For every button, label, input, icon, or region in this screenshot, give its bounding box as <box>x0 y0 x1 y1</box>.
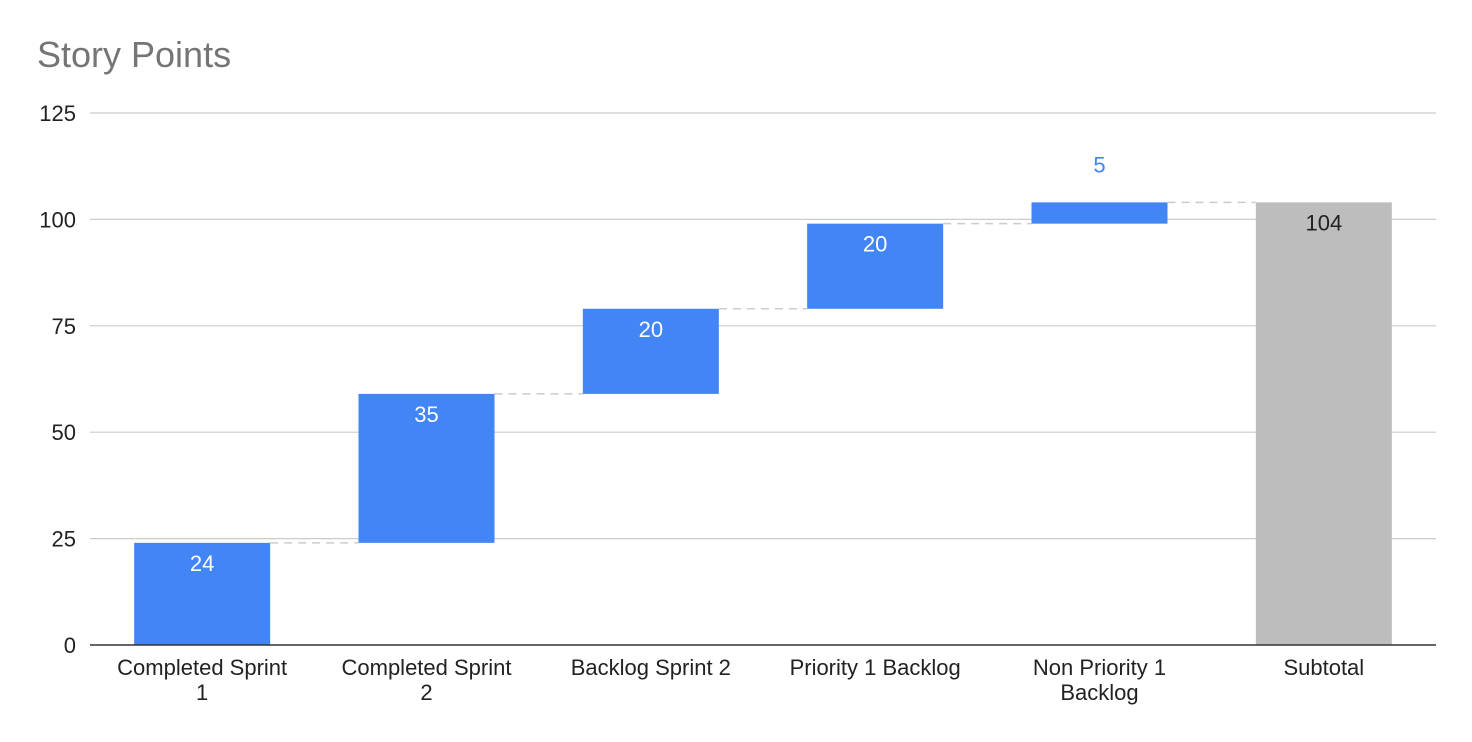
category-label: Priority 1 Backlog <box>790 655 961 680</box>
bars <box>134 202 1392 645</box>
category-label: Non Priority 1 Backlog <box>1033 655 1166 705</box>
data-label: 20 <box>863 232 887 257</box>
category-label: Completed Sprint 1 <box>117 655 287 705</box>
category-label-line: Completed Sprint <box>342 655 512 680</box>
y-axis-ticks: 0 25 50 75 100 125 <box>39 101 76 658</box>
category-label-line: Completed Sprint <box>117 655 287 680</box>
data-label: 24 <box>190 551 214 576</box>
gridlines <box>90 112 1436 540</box>
y-tick-label: 0 <box>64 633 76 658</box>
y-tick-label: 50 <box>52 420 76 445</box>
category-label-line: Backlog Sprint 2 <box>571 655 731 680</box>
y-tick-label: 75 <box>52 314 76 339</box>
category-label: Backlog Sprint 2 <box>571 655 731 680</box>
category-label-line: Non Priority 1 <box>1033 655 1166 680</box>
bar <box>1255 202 1392 645</box>
bar <box>134 542 271 645</box>
bar <box>807 223 944 309</box>
y-tick-label: 125 <box>39 101 76 126</box>
category-label-line: 1 <box>196 680 208 705</box>
data-labels: 24 35 20 20 5 104 <box>190 152 1342 575</box>
category-label-line: 2 <box>420 680 432 705</box>
bar <box>1031 202 1168 224</box>
category-label-line: Priority 1 Backlog <box>790 655 961 680</box>
y-tick-label: 100 <box>39 207 76 232</box>
data-label: 5 <box>1093 152 1105 177</box>
y-tick-label: 25 <box>52 527 76 552</box>
data-label: 20 <box>639 317 663 342</box>
category-label-line: Subtotal <box>1283 655 1364 680</box>
bar <box>358 393 495 543</box>
category-label-line: Backlog <box>1060 680 1138 705</box>
category-label: Subtotal <box>1283 655 1364 680</box>
category-label: Completed Sprint 2 <box>342 655 512 705</box>
chart-title: Story Points <box>37 34 232 75</box>
data-label: 35 <box>414 402 438 427</box>
connectors <box>270 201 1256 544</box>
bar <box>582 308 719 394</box>
data-label: 104 <box>1305 210 1342 235</box>
